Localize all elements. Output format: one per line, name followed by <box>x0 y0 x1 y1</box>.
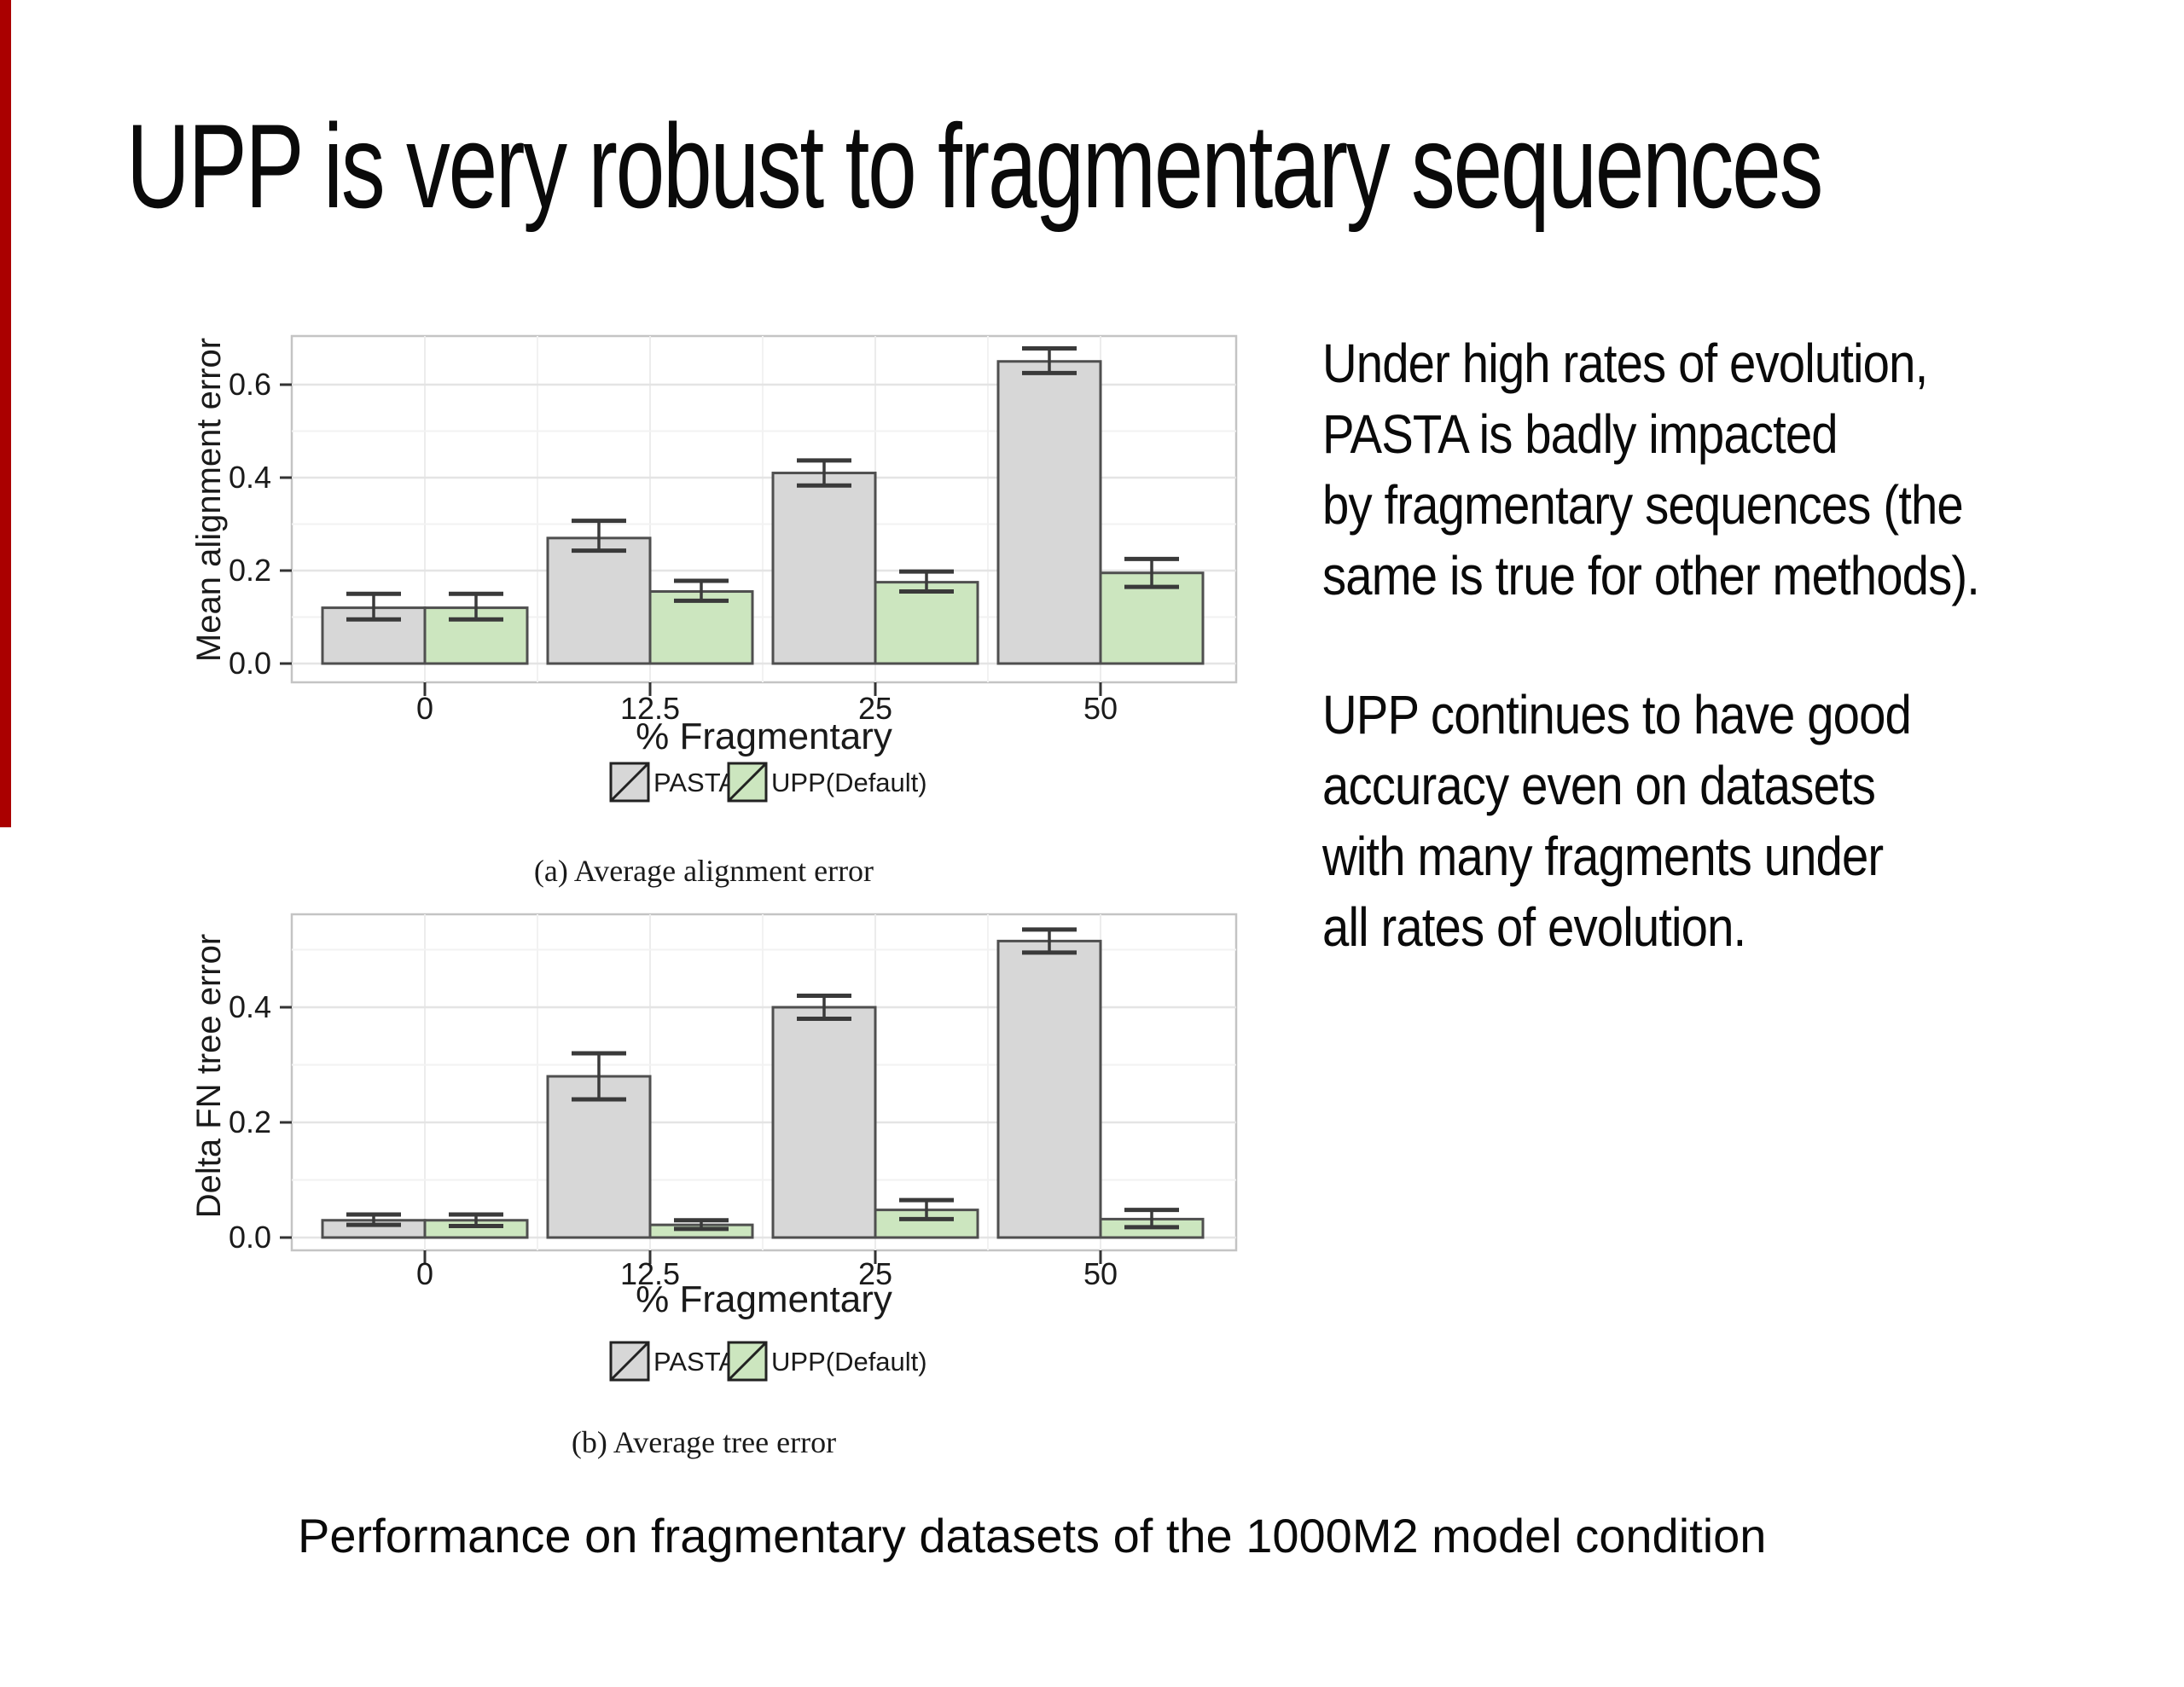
text-line: same is true for other methods). <box>1322 545 1980 606</box>
y-tick-label: 0.0 <box>229 1220 271 1255</box>
chart-b-caption: (b) Average tree error <box>571 1425 837 1459</box>
legend-swatch-slash <box>609 1341 650 1382</box>
pasta-bar <box>771 1006 877 1239</box>
side-note-paragraph-2: UPP continues to have good accuracy even … <box>1322 680 2184 963</box>
text-line: Under high rates of evolution, <box>1322 333 1928 394</box>
x-axis-label: % Fragmentary <box>636 716 892 757</box>
x-tick-label: 12.5 <box>620 691 680 726</box>
x-tick-label: 50 <box>1083 1256 1118 1291</box>
text-line: with many fragments under <box>1322 826 1884 887</box>
legend-label: UPP(Default) <box>771 768 927 797</box>
x-tick-label: 12.5 <box>620 1256 680 1291</box>
bottom-caption: Performance on fragmentary datasets of t… <box>298 1509 1767 1562</box>
pasta-bar <box>771 472 877 665</box>
x-tick-label: 0 <box>416 1256 433 1291</box>
legend-swatch-slash <box>609 762 650 803</box>
legend-swatch-slash <box>727 1341 768 1382</box>
legend-swatch-slash <box>727 762 768 803</box>
legend-label: PASTA <box>653 1347 736 1377</box>
upp-bar <box>874 581 979 665</box>
x-tick-label: 25 <box>858 1256 892 1291</box>
y-tick-label: 0.4 <box>229 460 271 495</box>
pasta-bar <box>546 1075 652 1239</box>
alignment-error-chart: 0.0 0.2 0.4 0.6 0 12.5 25 50 % Fragmentary Mean a… <box>190 334 1238 803</box>
slide-edge-marker <box>0 0 11 827</box>
upp-bar <box>648 590 754 665</box>
y-tick-label: 0.6 <box>229 367 271 402</box>
slide-title: UPP is very robust to fragmentary sequen… <box>126 99 1823 233</box>
x-axis-label: % Fragmentary <box>636 1278 892 1320</box>
x-tick-label: 25 <box>858 691 892 726</box>
side-note: Under high rates of evolution, PASTA is b… <box>1322 328 2184 963</box>
y-tick-label: 0.2 <box>229 553 271 588</box>
pasta-bar <box>996 939 1102 1239</box>
y-tick-label: 0.0 <box>229 646 271 681</box>
pasta-bar <box>996 360 1102 665</box>
y-axis-label: Mean alignment error <box>190 338 228 662</box>
side-note-paragraph-1: Under high rates of evolution, PASTA is b… <box>1322 328 2184 612</box>
legend-label: PASTA <box>653 768 736 797</box>
y-tick-label: 0.4 <box>229 989 271 1024</box>
text-line: UPP continues to have good <box>1322 684 1912 745</box>
chart-a-caption: (a) Average alignment error <box>533 854 874 888</box>
legend-label: UPP(Default) <box>771 1347 927 1377</box>
text-line: PASTA is badly impacted <box>1322 403 1838 465</box>
tree-error-chart: 0.0 0.2 0.4 0 12.5 25 50 % Fragmentary Delta FN … <box>190 913 1238 1382</box>
text-line: accuracy even on datasets <box>1322 755 1876 816</box>
x-tick-label: 0 <box>416 691 433 726</box>
y-axis-label: Delta FN tree error <box>190 934 228 1218</box>
y-tick-label: 0.2 <box>229 1104 271 1139</box>
pasta-bar <box>546 536 652 665</box>
x-tick-label: 50 <box>1083 691 1118 726</box>
text-line: by fragmentary sequences (the <box>1322 474 1964 536</box>
text-line: all rates of evolution. <box>1322 896 1746 958</box>
